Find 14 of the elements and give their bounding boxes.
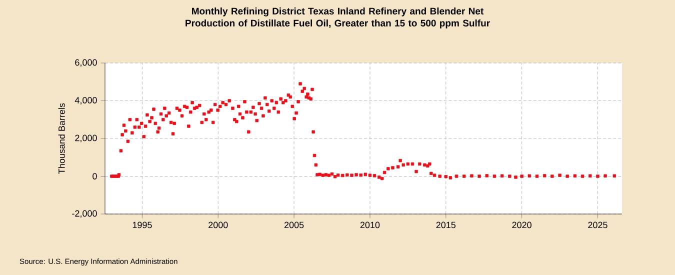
- x-tick-label: 2025: [588, 222, 608, 228]
- x-tick-label: 2005: [284, 222, 304, 228]
- x-tick-label: 2010: [360, 222, 380, 228]
- x-tick-label: 1995: [132, 222, 152, 228]
- y-tick-label: 4,000: [74, 97, 97, 104]
- y-tick-label: -2,000: [72, 210, 97, 218]
- x-tick-label: 2000: [208, 222, 228, 228]
- y-tick-label: 2,000: [75, 134, 97, 142]
- x-tick-label: 2020: [512, 222, 532, 228]
- x-tick-label: 2015: [436, 222, 456, 228]
- y-axis-title: Thousand Barrels: [58, 103, 65, 174]
- chart-title: Monthly Refining District Texas Inland Refinery and Blender Net Production of Distillate Fuel Oil, Greater than 15 to 500 ppm Sulfur: [186, 8, 490, 28]
- y-tick-label: 6,000: [75, 59, 97, 67]
- y-tick-label: 0: [92, 173, 97, 180]
